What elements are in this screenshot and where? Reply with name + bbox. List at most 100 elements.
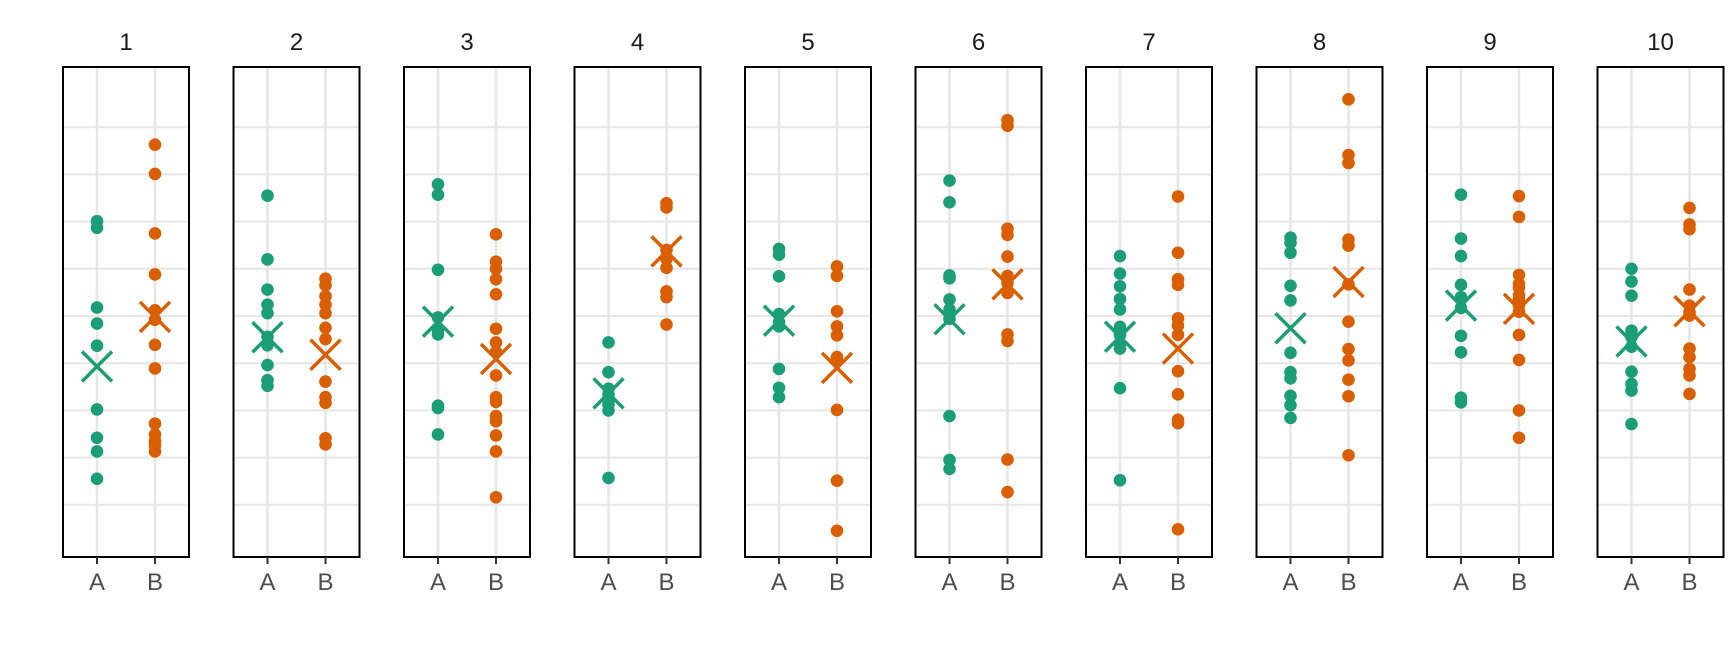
- facet-title: 2: [290, 29, 303, 56]
- data-point-a: [1113, 473, 1127, 487]
- data-point-a: [1284, 246, 1297, 260]
- panel-border: [1085, 66, 1213, 558]
- data-point-b: [1512, 210, 1526, 224]
- x-tick-label: B: [829, 569, 845, 596]
- facet-panel-3: 3 A B: [403, 29, 531, 596]
- x-tick-label: A: [771, 569, 787, 596]
- data-point-b: [148, 167, 162, 181]
- x-tick-label: B: [999, 569, 1015, 596]
- data-point-b: [1342, 354, 1355, 367]
- data-point-b: [1001, 453, 1014, 466]
- data-point-a: [1454, 329, 1468, 343]
- x-tick-label: A: [1623, 569, 1639, 596]
- data-point-b: [1342, 93, 1355, 106]
- data-point-a: [261, 358, 274, 372]
- x-tick-label: B: [658, 569, 674, 596]
- data-point-b: [1342, 389, 1355, 403]
- facet-title: 6: [972, 29, 985, 56]
- mean-marker-a: [762, 304, 796, 337]
- x-tick-label: A: [941, 569, 957, 596]
- data-point-b: [660, 201, 673, 214]
- mean-marker-b: [309, 338, 342, 371]
- data-point-b: [1342, 373, 1355, 387]
- data-point-a: [90, 301, 104, 314]
- x-tick-label: A: [1453, 569, 1469, 596]
- data-point-b: [1171, 523, 1185, 536]
- data-point-b: [1512, 404, 1526, 417]
- data-point-a: [1284, 294, 1297, 307]
- data-point-a: [1454, 249, 1468, 263]
- x-tick-label: A: [259, 569, 275, 596]
- data-point-a: [431, 263, 445, 277]
- data-point-b: [489, 322, 503, 336]
- data-point-b: [148, 268, 162, 281]
- x-tick-label: B: [147, 569, 163, 596]
- mean-marker-a: [421, 305, 455, 338]
- panel-border: [403, 66, 531, 558]
- data-point-b: [319, 332, 332, 346]
- data-point-a: [1454, 188, 1468, 201]
- data-point-b: [1512, 189, 1526, 203]
- x-tick-label: B: [1170, 569, 1186, 596]
- data-point-a: [261, 189, 274, 202]
- data-point-b: [1001, 334, 1014, 348]
- data-point-a: [261, 253, 274, 266]
- x-tick-label: B: [488, 569, 504, 596]
- data-point-b: [1683, 387, 1696, 401]
- facet-title: 8: [1313, 29, 1326, 56]
- x-tick-label: A: [600, 569, 616, 596]
- data-point-b: [1342, 156, 1355, 170]
- mean-marker-b: [1673, 295, 1706, 328]
- data-point-b: [1683, 283, 1696, 296]
- mean-marker-b: [1332, 265, 1365, 299]
- data-point-b: [319, 321, 332, 335]
- x-tick-label: B: [1511, 569, 1527, 596]
- data-point-a: [943, 453, 956, 467]
- data-point-b: [1512, 353, 1526, 367]
- data-point-b: [319, 375, 332, 388]
- panel-border: [62, 66, 190, 558]
- data-point-b: [1683, 201, 1696, 215]
- data-point-b: [830, 524, 844, 538]
- mean-marker-a: [1103, 320, 1137, 354]
- data-point-a: [90, 403, 104, 416]
- data-point-b: [660, 290, 673, 304]
- data-point-a: [1454, 396, 1468, 409]
- mean-marker-a: [592, 377, 625, 410]
- data-point-b: [148, 227, 162, 240]
- data-point-a: [1113, 303, 1127, 316]
- facet-panel-6: 6 A B: [914, 29, 1043, 596]
- data-point-a: [602, 336, 615, 349]
- data-point-b: [1342, 315, 1355, 328]
- data-point-a: [261, 283, 274, 296]
- data-point-b: [830, 260, 844, 273]
- data-point-b: [1171, 190, 1185, 203]
- data-point-a: [602, 365, 615, 379]
- panel-border: [1255, 66, 1384, 558]
- data-point-a: [1454, 232, 1468, 245]
- data-point-a: [602, 471, 615, 485]
- data-point-b: [830, 269, 844, 283]
- data-point-b: [1171, 278, 1185, 292]
- mean-marker-a: [80, 350, 114, 383]
- data-point-a: [431, 188, 445, 201]
- data-point-a: [943, 271, 956, 285]
- facet-panel-10: 10 A B: [1596, 29, 1725, 596]
- data-point-a: [431, 428, 445, 441]
- data-point-a: [602, 404, 615, 417]
- data-point-a: [772, 270, 786, 283]
- mean-marker-a: [1615, 325, 1648, 358]
- data-point-a: [1625, 262, 1638, 276]
- data-point-b: [489, 336, 503, 349]
- data-point-a: [90, 221, 104, 235]
- data-point-b: [148, 138, 162, 151]
- mean-marker-b: [1502, 292, 1536, 326]
- data-point-a: [90, 317, 104, 330]
- data-point-a: [261, 379, 274, 393]
- data-point-a: [431, 178, 445, 191]
- data-point-a: [1284, 279, 1297, 293]
- data-point-b: [1171, 328, 1185, 342]
- facet-panel-1: 1 A B: [62, 29, 190, 596]
- data-point-b: [489, 414, 503, 428]
